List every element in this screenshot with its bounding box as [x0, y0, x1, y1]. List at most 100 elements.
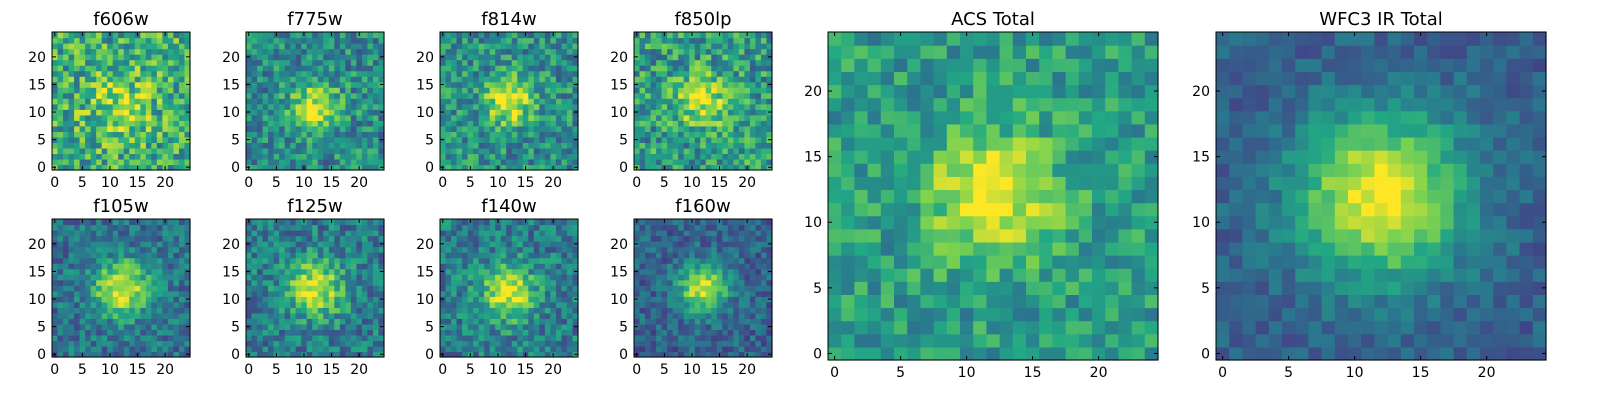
- heatmap-cell: [749, 125, 757, 132]
- heatmap-cell: [251, 109, 258, 116]
- heatmap-cell: [312, 219, 319, 226]
- heatmap-cell: [101, 48, 108, 55]
- heatmap-cell: [96, 70, 103, 77]
- heatmap-cell: [484, 323, 491, 330]
- heatmap-cell: [334, 290, 341, 297]
- heatmap-cell: [700, 114, 707, 121]
- heatmap-cell: [656, 345, 663, 353]
- heatmap-cell: [268, 334, 275, 342]
- heatmap-cell: [500, 37, 507, 44]
- heatmap-cell: [744, 92, 751, 99]
- heatmap-cell: [440, 37, 447, 44]
- heatmap-cell: [273, 230, 280, 237]
- heatmap-cell: [544, 246, 551, 253]
- heatmap-cell: [339, 334, 346, 342]
- heatmap-cell: [744, 131, 751, 138]
- heatmap-cell: [656, 268, 663, 275]
- heatmap-cell: [184, 158, 191, 166]
- heatmap-cell: [561, 43, 568, 50]
- heatmap-cell: [500, 340, 507, 347]
- heatmap-cell: [539, 70, 546, 77]
- heatmap-cell: [140, 81, 147, 88]
- heatmap-cell: [550, 153, 557, 160]
- heatmap-cell: [650, 268, 657, 275]
- heatmap-cell: [694, 48, 701, 55]
- heatmap-cell: [334, 114, 341, 121]
- heatmap-cell: [462, 147, 469, 155]
- heatmap-cell: [151, 263, 158, 270]
- heatmap-cell: [262, 109, 269, 116]
- heatmap-cell: [760, 120, 768, 127]
- heatmap-cell: [361, 131, 369, 138]
- heatmap-cell: [511, 76, 518, 83]
- heatmap-cell: [334, 32, 341, 39]
- heatmap-cell: [262, 147, 269, 155]
- heatmap-cell: [145, 334, 152, 342]
- heatmap-cell: [167, 296, 175, 303]
- heatmap-cell: [678, 125, 685, 132]
- heatmap-cell: [555, 274, 563, 281]
- heatmap-cell: [462, 70, 469, 77]
- heatmap-cell: [462, 59, 469, 66]
- heatmap-cell: [456, 76, 463, 83]
- heatmap-cell: [112, 142, 119, 149]
- heatmap-cell: [68, 351, 75, 358]
- heatmap-cell: [639, 318, 646, 325]
- heatmap-cell: [716, 153, 723, 160]
- heatmap-cell: [112, 125, 119, 132]
- heatmap-cell: [112, 37, 119, 44]
- heatmap-cell: [760, 37, 768, 44]
- heatmap-cell: [694, 351, 701, 358]
- heatmap-cell: [711, 351, 718, 358]
- heatmap-cell: [350, 246, 357, 253]
- heatmap-cell: [511, 43, 518, 50]
- heatmap-cell: [522, 268, 529, 275]
- heatmap-cell: [661, 103, 668, 110]
- heatmap-cell: [96, 48, 103, 55]
- heatmap-cell: [561, 279, 568, 286]
- heatmap-cell: [727, 158, 734, 166]
- heatmap-cell: [350, 158, 357, 166]
- heatmap-cell: [246, 279, 253, 286]
- heatmap-cell: [96, 274, 103, 281]
- heatmap-cell: [317, 125, 324, 132]
- heatmap-cell: [295, 329, 302, 336]
- heatmap-cell: [295, 219, 302, 226]
- heatmap-cell: [262, 351, 269, 358]
- heatmap-cell: [445, 76, 452, 83]
- heatmap-cell: [52, 279, 59, 286]
- heatmap-cell: [79, 290, 86, 297]
- heatmap-cell: [112, 147, 119, 155]
- heatmap-cell: [544, 351, 551, 358]
- heatmap-cell: [328, 224, 335, 231]
- heatmap-cell: [517, 43, 524, 50]
- heatmap-cell: [79, 147, 86, 155]
- heatmap-cell: [378, 340, 385, 347]
- heatmap-cell: [63, 32, 70, 39]
- heatmap-cell: [140, 252, 147, 259]
- heatmap-cell: [561, 230, 568, 237]
- heatmap-cell: [667, 268, 674, 275]
- heatmap-cell: [96, 230, 103, 237]
- heatmap-cell: [473, 279, 480, 286]
- heatmap-cell: [572, 252, 579, 259]
- heatmap-cell: [251, 323, 258, 330]
- heatmap-cell: [356, 323, 363, 330]
- heatmap-cell: [678, 48, 685, 55]
- heatmap-cell: [473, 318, 480, 325]
- heatmap-cell: [517, 268, 524, 275]
- heatmap-cell: [705, 323, 712, 330]
- heatmap-cell: [74, 158, 81, 166]
- heatmap-cell: [96, 318, 103, 325]
- heatmap-cell: [123, 340, 130, 347]
- heatmap-cell: [317, 334, 324, 342]
- heatmap-cell: [705, 136, 712, 143]
- heatmap-cell: [173, 268, 180, 275]
- heatmap-cell: [511, 285, 518, 292]
- heatmap-cell: [184, 92, 191, 99]
- heatmap-cell: [566, 114, 574, 121]
- heatmap-cell: [90, 257, 97, 264]
- heatmap-cell: [672, 142, 679, 149]
- heatmap-cell: [705, 274, 712, 281]
- heatmap-cell: [268, 43, 275, 50]
